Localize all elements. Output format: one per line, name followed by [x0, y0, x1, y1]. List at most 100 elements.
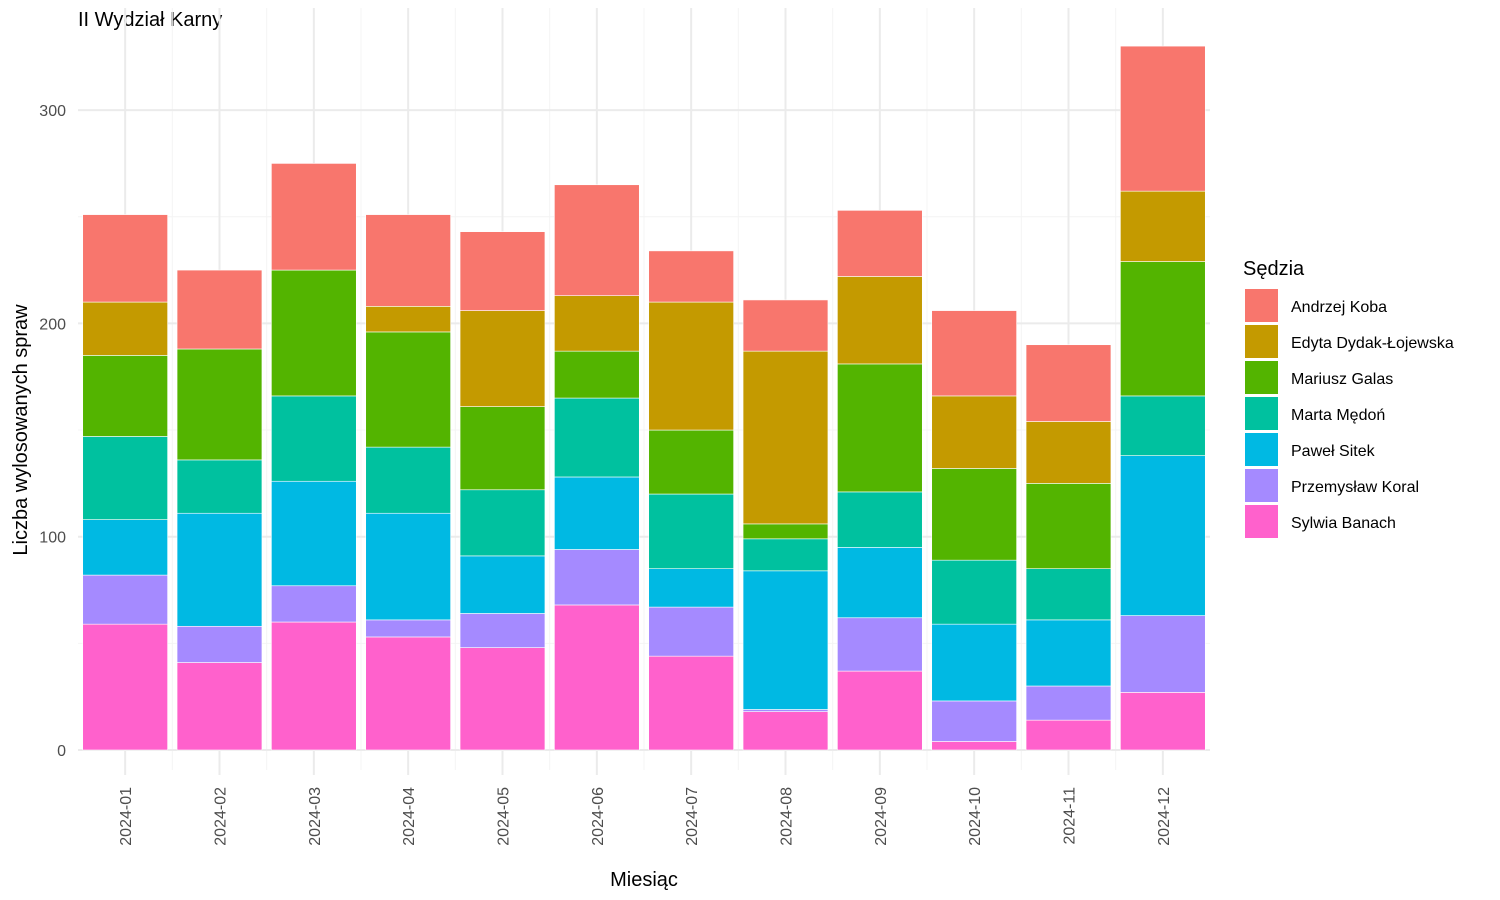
bar-segment [271, 480, 357, 587]
legend-label: Przemysław Koral [1291, 479, 1419, 496]
bars [82, 45, 1206, 751]
bar-segment [1120, 261, 1206, 397]
bar-segment [82, 301, 168, 356]
bar-segment [82, 623, 168, 751]
bar-segment [1120, 190, 1206, 262]
bar-segment [1025, 719, 1112, 751]
chart-title: II Wydział Karny [78, 9, 222, 31]
legend-title: Sędzia [1243, 258, 1305, 280]
bar-segment [459, 555, 546, 614]
bar-segment [837, 547, 923, 619]
bar-segment [931, 395, 1017, 469]
bar-segment [82, 436, 168, 520]
bar-segment [837, 363, 923, 493]
bar-segment [459, 647, 546, 751]
x-tick-label: 2024-08 [779, 787, 796, 846]
bar-segment [648, 301, 734, 431]
bar-segment [82, 214, 168, 303]
bar-segment [554, 350, 640, 399]
x-axis-ticks: 2024-01 2024-02 2024-03 2024-04 2024-05 2024-… [118, 770, 1173, 846]
bar-segment [365, 306, 451, 333]
bar-segment [459, 231, 546, 311]
x-axis-title: Miesiąc [610, 869, 678, 891]
bar-segment [1025, 568, 1112, 621]
bar-segment [742, 570, 829, 710]
bar-segment [648, 606, 734, 657]
bar-segment [648, 568, 734, 608]
x-tick-label: 2024-09 [873, 787, 890, 846]
bar-segment [554, 604, 640, 751]
bar-segment [837, 491, 923, 548]
bar-segment [459, 406, 546, 491]
bar-segment [648, 250, 734, 303]
bar-segment [82, 519, 168, 576]
legend-label: Marta Mędoń [1291, 407, 1385, 424]
bar-segment [459, 310, 546, 407]
bar-segment [176, 512, 263, 627]
bar-segment [271, 163, 357, 271]
bar-segment [837, 670, 923, 751]
bar-segment [554, 295, 640, 352]
bar-segment [365, 636, 451, 751]
bar-segment [837, 210, 923, 277]
bar-segment [931, 700, 1017, 742]
x-tick-label: 2024-01 [118, 787, 135, 846]
bar-segment [554, 549, 640, 606]
legend-swatch [1245, 397, 1278, 430]
bar-segment [1120, 692, 1206, 751]
y-axis-title: Liczba wylosowanych spraw [10, 304, 32, 556]
legend-swatch [1245, 469, 1278, 502]
bar-segment [931, 623, 1017, 702]
y-tick-label: 200 [39, 316, 66, 333]
bar-segment [271, 621, 357, 751]
bar-segment [742, 709, 829, 712]
x-tick-label: 2024-02 [213, 787, 230, 846]
x-tick-label: 2024-10 [967, 787, 984, 846]
legend: Sędzia Andrzej Koba Edyta Dydak-Łojewska M… [1243, 258, 1454, 538]
x-tick-label: 2024-07 [684, 787, 701, 846]
legend-label: Edyta Dydak-Łojewska [1291, 335, 1454, 352]
y-axis-ticks: 0 100 200 300 [39, 103, 66, 760]
bar-segment [742, 350, 829, 525]
bar-segment [365, 214, 451, 307]
bar-segment [931, 559, 1017, 625]
legend-swatch [1245, 289, 1278, 322]
bar-segment [176, 662, 263, 751]
bar-segment [648, 429, 734, 495]
bar-segment [1025, 421, 1112, 484]
bar-segment [271, 585, 357, 623]
bar-segment [1120, 455, 1206, 616]
y-tick-label: 300 [39, 103, 66, 120]
bar-segment [837, 617, 923, 672]
bar-segment [1120, 615, 1206, 693]
bar-segment [82, 574, 168, 625]
bar-segment [365, 331, 451, 448]
legend-label: Sylwia Banach [1291, 515, 1396, 532]
bar-segment [742, 538, 829, 572]
legend-swatch [1245, 433, 1278, 466]
bar-segment [176, 269, 263, 350]
bar-segment [1120, 395, 1206, 456]
bar-segment [554, 476, 640, 550]
bar-segment [82, 355, 168, 437]
bar-segment [1120, 45, 1206, 192]
bar-segment [459, 489, 546, 557]
bar-segment [554, 184, 640, 296]
legend-label: Paweł Sitek [1291, 443, 1376, 460]
bar-segment [554, 397, 640, 478]
bar-segment [365, 512, 451, 621]
bar-segment [1025, 483, 1112, 569]
bar-segment [176, 348, 263, 461]
bar-segment [648, 655, 734, 751]
bar-segment [742, 299, 829, 352]
bar-segment [931, 468, 1017, 561]
bar-segment [931, 310, 1017, 397]
legend-swatch [1245, 361, 1278, 394]
x-tick-label: 2024-12 [1156, 787, 1173, 846]
x-tick-label: 2024-05 [496, 787, 513, 846]
y-tick-label: 0 [57, 743, 66, 760]
legend-swatch [1245, 505, 1278, 538]
legend-label: Andrzej Koba [1291, 299, 1387, 316]
bar-segment [271, 269, 357, 397]
